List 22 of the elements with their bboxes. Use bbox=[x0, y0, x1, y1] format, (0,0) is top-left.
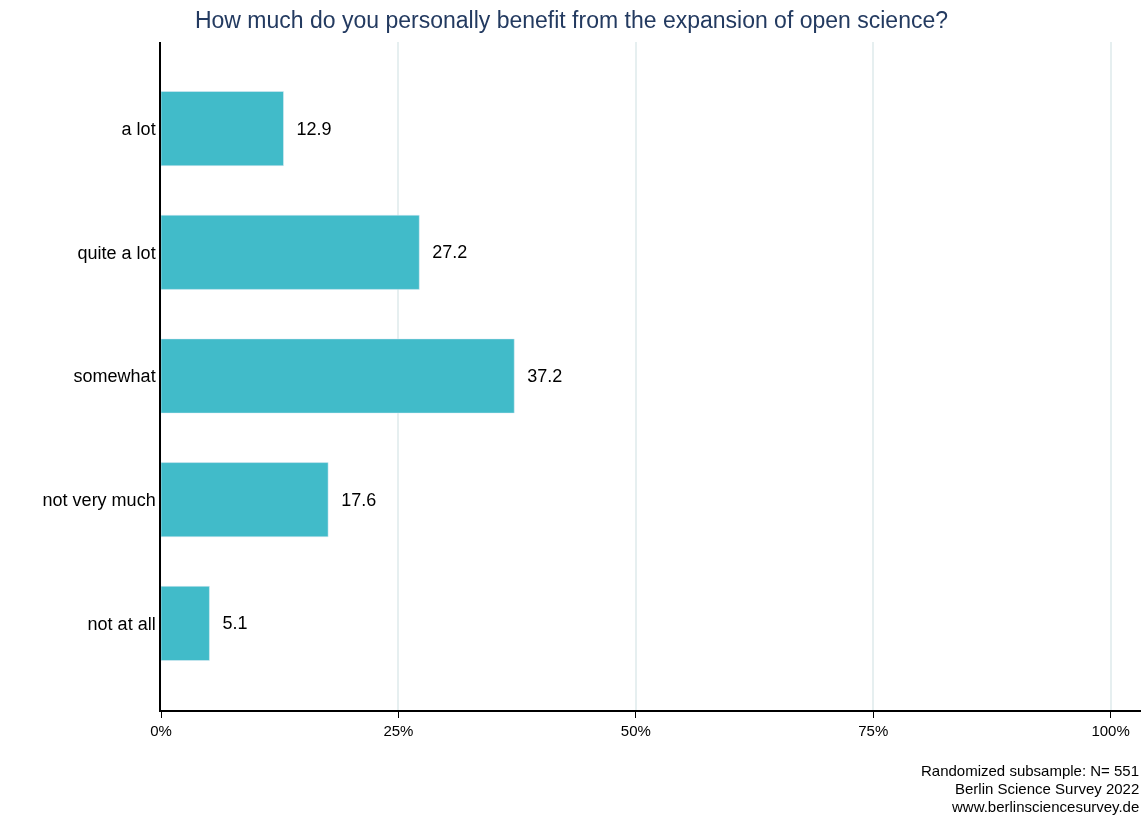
data-label: 5.1 bbox=[212, 613, 248, 634]
x-tick-label: 50% bbox=[620, 721, 651, 739]
y-tick-label: not very much bbox=[42, 490, 156, 510]
text: Berlin Science Survey 2022 bbox=[955, 780, 1140, 797]
y-tick-label: quite a lot bbox=[77, 242, 156, 263]
bar bbox=[161, 586, 210, 661]
x-tick-label: 0% bbox=[150, 721, 172, 739]
text: www.berlinsciencesurvey.de bbox=[951, 798, 1140, 815]
data-label: 17.6 bbox=[331, 489, 377, 510]
bar bbox=[161, 462, 329, 538]
bar bbox=[161, 91, 284, 166]
data-label: 37.2 bbox=[517, 366, 563, 386]
y-tick-label: a lot bbox=[121, 118, 156, 139]
data-label: 12.9 bbox=[286, 118, 332, 139]
x-tick-label: 75% bbox=[858, 721, 889, 739]
text: Randomized subsample: N= 551 bbox=[921, 762, 1140, 779]
data-label: 27.2 bbox=[422, 242, 468, 263]
chart-title: How much do you personally benefit from the expansion of open science? bbox=[194, 7, 949, 34]
y-tick-label: not at all bbox=[87, 613, 156, 634]
x-tick-label: 100% bbox=[1091, 721, 1130, 739]
y-tick-label: somewhat bbox=[73, 366, 156, 387]
x-tick-label: 25% bbox=[383, 721, 414, 739]
